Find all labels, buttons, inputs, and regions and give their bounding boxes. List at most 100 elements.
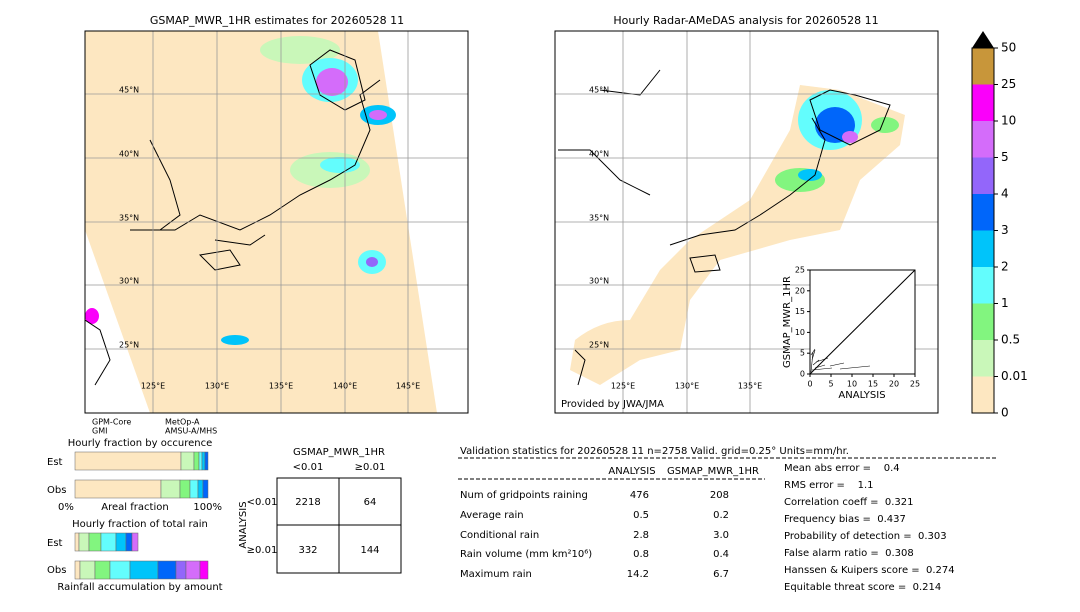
row-label: ≥0.01 [247,545,278,556]
colorbar-label: 10 [1001,114,1016,128]
colorbar-label: 5 [1001,150,1009,164]
scatter-points [810,348,871,373]
cell: 14.2 [627,569,649,580]
x-tick-label: 10 [847,380,857,389]
grid [85,31,468,413]
score: Correlation coeff = 0.321 [784,497,914,508]
colorbar-segment [972,84,994,121]
column-label: ≥0.01 [355,462,386,473]
table-title: GSMAP_MWR_1HR [293,447,385,458]
cell: 0.2 [713,510,729,521]
score: False alarm ratio = 0.308 [784,548,914,559]
y-tick-label: 5 [800,349,805,358]
x-tick-label: 5 [828,380,833,389]
cell: 0.5 [633,510,649,521]
stats-header: Validation statistics for 20260528 11 n=… [460,446,849,457]
cell: 332 [298,545,317,556]
lat-label: 40°N [119,150,139,159]
lon-label: 135°E [269,382,293,391]
map-frame [84,30,469,414]
caption: Rainfall accumulation by amount [57,582,222,593]
lat-label: 45°N [119,86,139,95]
colorbar-segment [972,194,994,231]
cell: 476 [630,490,649,501]
diagonal [809,269,916,375]
colorbar-label: 50 [1001,41,1016,55]
colorbar-label: 4 [1001,187,1009,201]
row-label: Est [47,538,63,549]
lat-label: 40°N [589,150,609,159]
row-label: Conditional rain [460,530,539,541]
x-tick-label: 25 [910,380,920,389]
credit: Provided by JWA/JMA [561,399,664,410]
y-tick-label: 10 [795,328,805,337]
cell: 0.4 [713,549,729,560]
row-label: <0.01 [247,497,278,508]
y-tick-label: 15 [795,307,805,316]
lat-label: 25°N [119,341,139,350]
x-tick-label: 15 [868,380,878,389]
cell: 2.8 [633,530,649,541]
panel-title: Hourly fraction of total rain [72,519,208,530]
lon-label: 130°E [205,382,229,391]
colorbar-segment [972,48,994,85]
colorbar-label: 1 [1001,296,1009,310]
lat-label: 30°N [119,277,139,286]
colorbar-segment [972,157,994,194]
y-axis-label: GSMAP_MWR_1HR [782,276,793,368]
column-label: GSMAP_MWR_1HR [667,466,759,477]
colorbar-label: 25 [1001,77,1016,91]
map-title: Hourly Radar-AMeDAS analysis for 2026052… [613,14,878,27]
score: RMS error = 1.1 [784,480,874,491]
lat-label: 45°N [589,86,609,95]
colorbar-extension [972,31,994,48]
cell: 208 [710,490,729,501]
lat-label: 25°N [589,341,609,350]
row-label: Rain volume (mm km²10⁶) [460,549,592,560]
lon-label: 130°E [675,382,699,391]
colorbar-segment [972,303,994,340]
lon-label: 135°E [738,382,762,391]
row-label: Num of gridpoints raining [460,490,588,501]
sensor-name: GPM-Core [92,418,131,427]
x-axis-label: ANALYSIS [838,390,885,401]
colorbar-segment [972,267,994,304]
axis-label: 100% [193,502,222,513]
lon-label: 140°E [333,382,357,391]
colorbar-segment [972,340,994,377]
axis-label: Areal fraction [101,502,168,513]
row-label: Maximum rain [460,569,532,580]
score: Mean abs error = 0.4 [784,463,900,474]
lon-label: 145°E [396,382,420,391]
cell: 64 [364,497,377,508]
colorbar-segment [972,230,994,267]
y-tick-label: 20 [795,286,805,295]
sensor-instrument: AMSU-A/MHS [165,427,217,436]
column-label: <0.01 [293,462,324,473]
sensor-instrument: GMI [92,427,107,436]
grid [555,31,938,413]
lon-label: 125°E [611,382,635,391]
map-frame [554,30,939,414]
fraction-bars [74,532,209,580]
colorbar-label: 3 [1001,223,1009,237]
row-label: Average rain [460,510,524,521]
x-tick-label: 0 [807,380,812,389]
colorbar-label: 0 [1001,406,1009,420]
x-tick-label: 20 [889,380,899,389]
row-title: ANALYSIS [238,501,249,548]
colorbar-segment [972,376,994,413]
y-tick-label: 25 [795,266,805,275]
cell: 2218 [295,497,320,508]
cell: 3.0 [713,530,729,541]
colorbar-label: 0.01 [1001,369,1028,383]
column-label: ANALYSIS [608,466,655,477]
colorbar-segment [972,121,994,158]
colorbar-label: 2 [1001,260,1009,274]
cell: 144 [360,545,379,556]
cell: 6.7 [713,569,729,580]
lat-label: 30°N [589,277,609,286]
colorbar-label: 0.5 [1001,333,1020,347]
score: Hanssen & Kuipers score = 0.274 [784,565,955,576]
